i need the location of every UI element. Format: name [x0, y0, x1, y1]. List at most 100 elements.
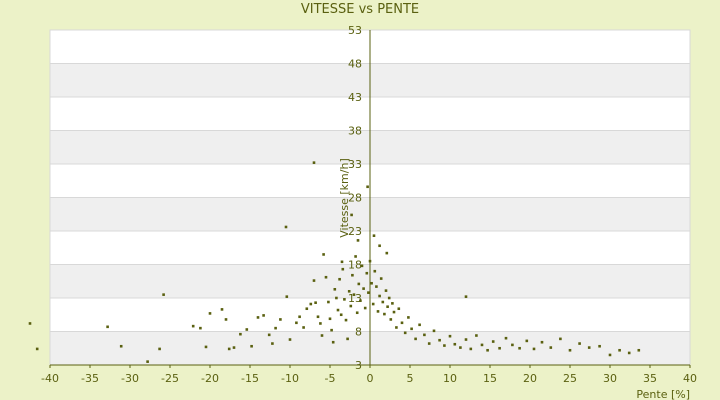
x-tick-label: -25 [161, 372, 179, 385]
data-point [162, 293, 165, 296]
data-point [525, 339, 529, 343]
data-point [362, 287, 365, 290]
data-point [381, 300, 385, 304]
data-point [324, 275, 328, 279]
data-point [338, 277, 341, 281]
x-tick-label: 40 [683, 372, 697, 385]
data-point [146, 360, 149, 363]
x-tick-label: 15 [483, 372, 497, 385]
data-point [367, 291, 370, 294]
data-point [355, 311, 359, 315]
data-point [464, 295, 468, 298]
data-point [316, 315, 320, 319]
data-point [387, 296, 391, 300]
y-tick-label: 23 [348, 225, 362, 238]
data-point [327, 300, 330, 304]
data-point [208, 312, 212, 315]
data-point [637, 348, 641, 352]
data-point [119, 344, 123, 348]
x-tick-label: -35 [81, 372, 99, 385]
data-point [376, 310, 380, 313]
data-point [333, 287, 337, 291]
x-tick-label: -10 [281, 372, 299, 385]
y-tick-label: 28 [348, 192, 362, 205]
data-point [285, 295, 289, 298]
data-point [322, 253, 325, 256]
data-point [587, 346, 591, 349]
data-point [608, 353, 612, 357]
x-tick-label: 0 [367, 372, 374, 385]
data-point [498, 346, 501, 350]
data-point [504, 336, 508, 340]
data-point [395, 326, 398, 329]
data-point [28, 322, 32, 325]
y-tick-label: 33 [348, 158, 362, 171]
data-point [469, 347, 473, 351]
data-point [314, 301, 317, 304]
data-point [392, 310, 396, 314]
data-point [627, 351, 631, 355]
data-point [357, 282, 361, 286]
data-point [418, 323, 421, 327]
y-tick-label: 13 [348, 292, 362, 305]
data-point [224, 318, 228, 321]
data-point [274, 326, 277, 330]
data-point [371, 302, 375, 306]
data-point [199, 326, 202, 330]
data-point [295, 321, 298, 325]
data-point [305, 307, 309, 311]
data-point [349, 304, 353, 308]
data-point [354, 255, 357, 258]
x-tick-label: 5 [407, 372, 414, 385]
data-point [511, 343, 514, 347]
data-point [262, 314, 265, 317]
data-point [378, 294, 381, 298]
data-point [549, 346, 553, 349]
x-tick-label: -30 [121, 372, 139, 385]
data-point [391, 302, 394, 305]
data-point [407, 316, 410, 319]
data-point [400, 321, 404, 325]
data-point [379, 277, 383, 280]
data-point [448, 334, 452, 338]
data-point [204, 345, 208, 349]
data-point [378, 244, 381, 248]
data-point [414, 337, 417, 341]
y-axis-label: Vitesse [km/h] [338, 158, 351, 238]
data-point [368, 259, 372, 263]
data-point [346, 337, 349, 341]
data-point [239, 332, 242, 336]
data-point [191, 324, 195, 328]
data-point [365, 271, 369, 275]
data-point [339, 313, 343, 317]
data-point [363, 306, 367, 310]
data-point [372, 234, 376, 237]
data-point [459, 346, 462, 349]
y-tick-label: 43 [348, 91, 362, 104]
data-point [385, 251, 389, 255]
data-point [344, 318, 348, 322]
y-tick-label: 8 [355, 326, 362, 339]
data-point [158, 347, 161, 351]
data-point [331, 340, 335, 344]
data-point [256, 316, 260, 319]
data-point [568, 348, 572, 352]
x-tick-label: 20 [523, 372, 537, 385]
data-point [312, 279, 316, 282]
data-point [298, 315, 301, 319]
data-point [438, 338, 441, 342]
x-tick-label: -40 [41, 372, 59, 385]
data-point [271, 342, 274, 345]
data-point [351, 273, 354, 277]
data-point [312, 161, 316, 164]
data-point [106, 325, 109, 329]
x-tick-label: -20 [201, 372, 219, 385]
data-point [320, 334, 324, 337]
data-point [410, 327, 413, 331]
data-point [618, 348, 621, 352]
data-point [480, 343, 484, 347]
y-tick-label: 18 [348, 259, 362, 272]
data-point [356, 239, 360, 242]
data-point [432, 329, 436, 333]
data-point [389, 318, 393, 321]
